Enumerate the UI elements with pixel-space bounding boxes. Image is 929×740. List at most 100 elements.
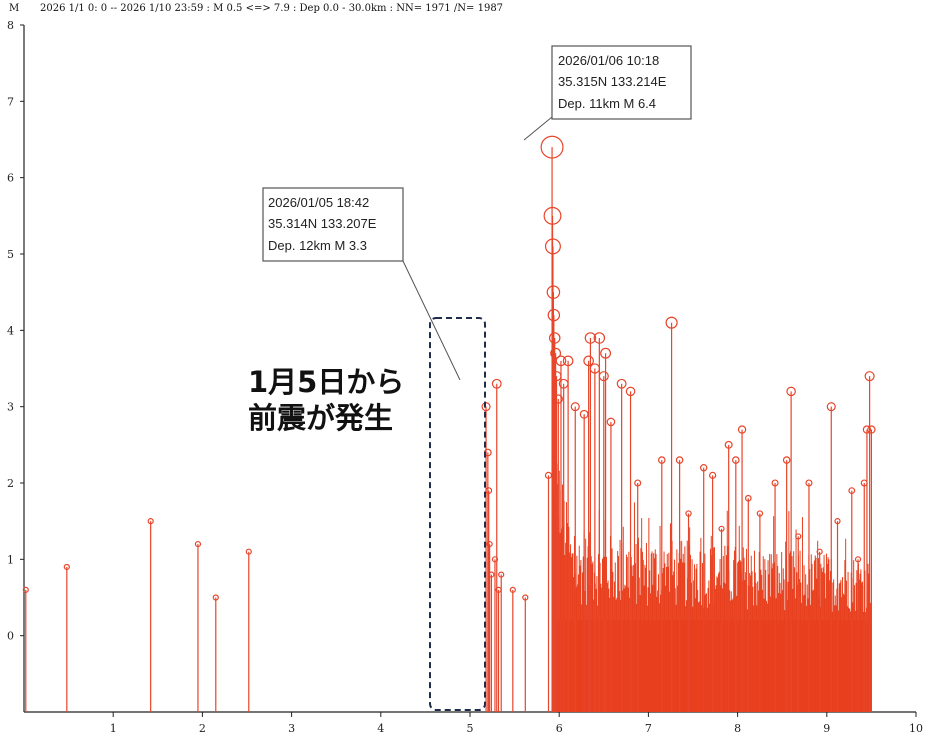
event-marker [709, 471, 717, 479]
event-marker [862, 425, 872, 434]
callout-foreshock-datetime: 2026/01/05 18:42 [268, 195, 369, 210]
y-tick-label: 3 [7, 401, 14, 414]
event-marker [854, 556, 862, 563]
event-marker [579, 409, 589, 419]
event-marker [546, 285, 561, 299]
x-tick-label: 9 [823, 722, 830, 735]
query-header: 2026 1/1 0: 0 -- 2026 1/10 23:59 : M 0.5… [40, 3, 503, 14]
event-marker [864, 371, 875, 382]
foreshock-dashed-box [429, 317, 486, 711]
event-marker [498, 571, 505, 578]
callout-mainshock-datetime: 2026/01/06 10:18 [558, 53, 659, 68]
event-marker [194, 540, 202, 548]
event-marker [756, 510, 764, 517]
event-marker [540, 135, 564, 159]
event-marker [675, 456, 684, 464]
y-tick-label: 7 [7, 95, 14, 108]
event-marker [583, 355, 594, 367]
x-tick-label: 10 [909, 722, 923, 735]
event-marker [805, 479, 813, 487]
event-marker [685, 510, 692, 517]
event-marker [548, 332, 561, 344]
event-marker [491, 378, 502, 389]
event-marker [553, 394, 563, 404]
event-marker [848, 487, 856, 495]
event-marker [834, 518, 841, 525]
event-marker [584, 332, 597, 344]
event-marker [491, 556, 499, 563]
event-marker [509, 586, 516, 593]
event-marker [486, 540, 493, 548]
event-marker [606, 417, 616, 427]
y-tick-label: 5 [7, 248, 14, 261]
event-marker [826, 402, 836, 412]
y-tick-label: 8 [7, 19, 14, 32]
event-marker [22, 586, 29, 593]
event-marker [737, 425, 747, 434]
event-marker [665, 316, 678, 329]
event-marker [63, 563, 70, 571]
event-marker [795, 533, 802, 540]
callout-foreshock-depth-mag: Dep. 12km M 3.3 [268, 238, 367, 253]
x-tick-label: 1 [110, 722, 117, 735]
event-marker [718, 525, 725, 532]
event-marker [782, 456, 791, 464]
y-tick-label: 4 [7, 324, 14, 337]
event-marker [543, 206, 562, 225]
callout-box-foreshock [262, 187, 404, 262]
event-marker [744, 494, 752, 502]
event-marker [724, 440, 733, 449]
y-tick-label: 2 [7, 477, 14, 490]
event-marker [657, 456, 666, 464]
callout-leader-foreshock [402, 260, 461, 381]
event-marker [616, 378, 627, 389]
event-marker [598, 371, 609, 382]
event-marker [547, 308, 561, 322]
x-tick-label: 5 [467, 722, 474, 735]
event-marker [522, 594, 529, 601]
axis-ticks: 0 1 2 3 4 5 6 7 8 1 2 3 4 5 6 7 8 9 10 [7, 19, 923, 735]
event-marker [147, 518, 154, 525]
event-marker [700, 464, 708, 472]
callout-leader-mainshock [523, 116, 553, 141]
event-marker [600, 347, 612, 359]
event-marker [481, 402, 491, 412]
event-marker [550, 347, 562, 359]
annotation-line1: 1月5日から [248, 365, 404, 399]
event-marker [212, 594, 219, 601]
event-marker [732, 456, 740, 464]
event-marker [771, 479, 779, 487]
x-tick-label: 6 [556, 722, 563, 735]
event-marker [816, 548, 823, 555]
callout-box-mainshock [551, 45, 692, 120]
x-tick-label: 7 [645, 722, 652, 735]
callout-mainshock-coords: 35.315N 133.214E [558, 74, 667, 89]
y-axis-letter: M [9, 3, 19, 14]
y-tick-label: 1 [7, 553, 14, 566]
event-marker [625, 386, 636, 397]
x-tick-label: 8 [734, 722, 741, 735]
callout-foreshock-coords: 35.314N 133.207E [268, 216, 377, 231]
event-marker [867, 425, 876, 434]
callout-mainshock-depth-mag: Dep. 11km M 6.4 [558, 96, 656, 111]
event-marker [570, 402, 580, 412]
event-marker [488, 571, 495, 578]
dense-base-fill [552, 620, 872, 712]
event-marker [485, 487, 493, 495]
event-marker [245, 548, 252, 555]
event-marker [634, 479, 642, 487]
x-tick-label: 2 [199, 722, 206, 735]
event-marker [544, 238, 561, 255]
y-tick-label: 6 [7, 172, 14, 185]
x-tick-label: 3 [288, 722, 295, 735]
annotation-line2: 前震が発生 [248, 401, 393, 435]
event-marker [786, 386, 796, 397]
event-marker [555, 355, 567, 367]
event-marker [593, 332, 606, 344]
event-marker [562, 355, 574, 367]
y-tick-label: 0 [7, 630, 14, 643]
x-tick-label: 4 [377, 722, 384, 735]
dense-aftershock-region [551, 416, 872, 712]
event-stems [22, 135, 876, 712]
